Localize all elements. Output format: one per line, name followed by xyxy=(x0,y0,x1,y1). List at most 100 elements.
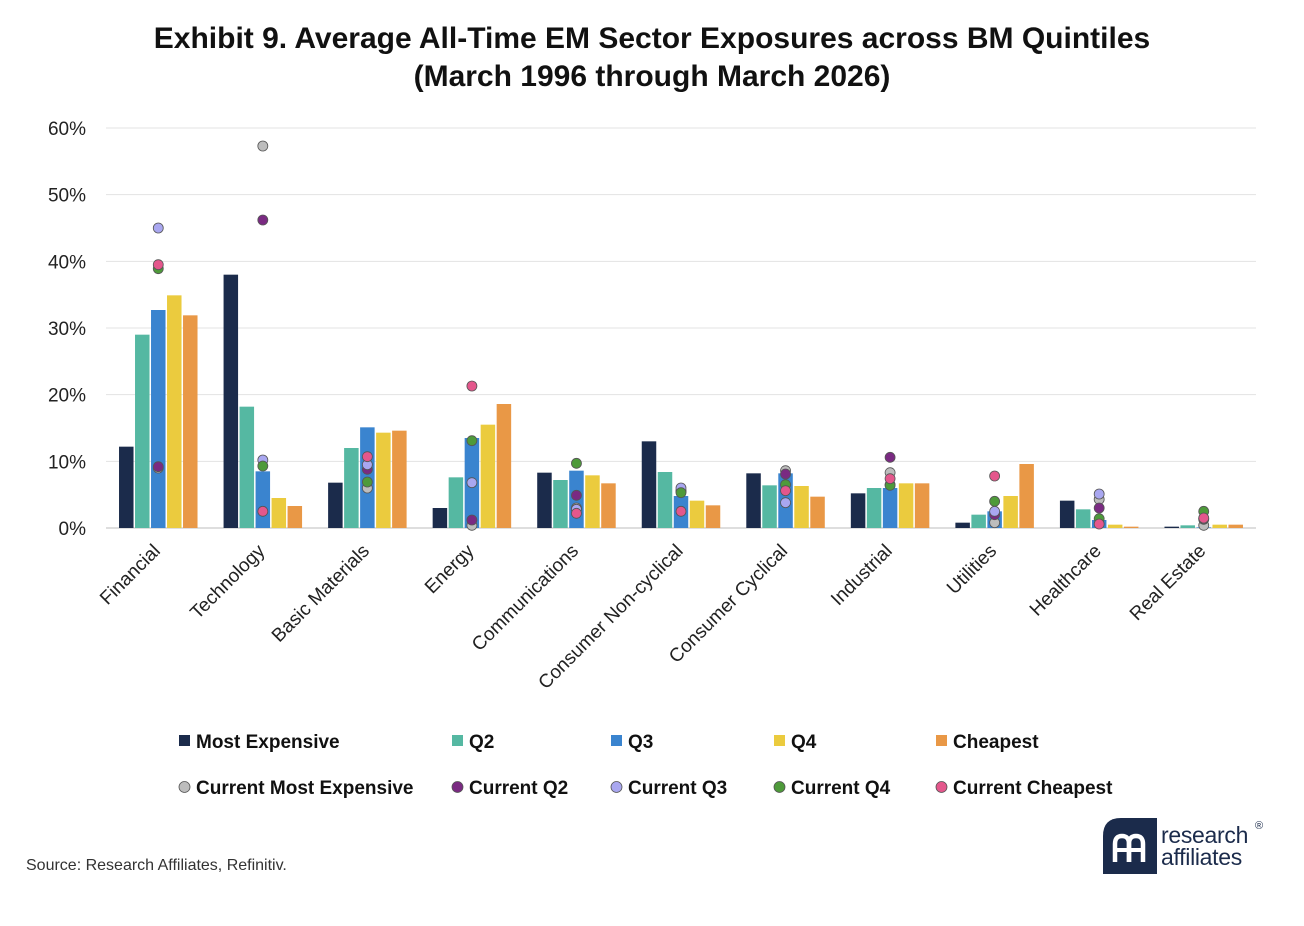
legend-label: Current Cheapest xyxy=(953,778,1113,799)
legend-marker xyxy=(178,781,191,793)
point-current-q2 xyxy=(1093,502,1105,514)
legend-label: Current Q2 xyxy=(469,778,568,799)
legend-label: Current Q4 xyxy=(791,778,891,799)
bar-most-expensive xyxy=(1164,526,1179,528)
bar-cheapest xyxy=(705,505,721,528)
legend-label: Q2 xyxy=(469,732,494,753)
point-current-q4 xyxy=(571,457,582,469)
bar-most-expensive xyxy=(1059,500,1075,528)
x-category-label: Industrial xyxy=(827,541,896,610)
bar-cheapest xyxy=(1228,524,1243,528)
source-note: Source: Research Affiliates, Refinitiv. xyxy=(26,857,287,874)
point-current-q2 xyxy=(571,489,582,501)
bar-cheapest xyxy=(287,506,303,528)
point-current-q3 xyxy=(152,222,164,234)
legend-label: Current Q3 xyxy=(628,778,727,799)
bar-cheapest xyxy=(392,430,407,528)
point-current-q2 xyxy=(780,468,791,480)
y-tick-label: 0% xyxy=(59,519,87,540)
y-tick-label: 10% xyxy=(48,452,86,473)
logo-text-affiliates: affiliates xyxy=(1161,844,1242,870)
bar-q4 xyxy=(1107,524,1123,528)
logo-mark-icon xyxy=(1103,818,1157,874)
legend-label: Most Expensive xyxy=(196,732,340,753)
point-current-q2 xyxy=(466,514,478,526)
legend-swatch xyxy=(452,735,463,746)
legend-marker xyxy=(451,781,464,793)
bar-q4 xyxy=(689,500,705,528)
legend-marker xyxy=(935,781,948,793)
bar-most-expensive xyxy=(955,522,970,528)
bar-q4 xyxy=(585,475,600,528)
point-current-cheapest xyxy=(989,470,1001,482)
point-current-q3 xyxy=(1093,488,1105,500)
x-category-label: Financial xyxy=(96,541,165,610)
bar-cheapest xyxy=(1019,464,1034,528)
legend-swatch xyxy=(611,735,622,746)
x-category-label: Technology xyxy=(187,540,270,623)
x-category-label: Real Estate xyxy=(1126,541,1210,625)
point-current-cheapest xyxy=(1198,512,1210,524)
logo-text-research: research xyxy=(1161,822,1249,848)
legend-label: Cheapest xyxy=(953,732,1039,753)
bar-q2 xyxy=(1075,509,1091,528)
x-category-label: Energy xyxy=(421,540,479,598)
point-current-cheapest xyxy=(466,380,478,392)
y-tick-label: 50% xyxy=(48,186,86,207)
bar-q2 xyxy=(1180,525,1195,528)
bar-q2 xyxy=(971,514,986,528)
point-current-most-expensive xyxy=(257,140,269,152)
y-tick-label: 20% xyxy=(48,386,86,407)
bar-q4 xyxy=(898,483,914,528)
point-current-q3 xyxy=(989,505,1001,517)
bar-q4 xyxy=(167,295,182,528)
point-current-cheapest xyxy=(884,473,896,485)
chart-title: Exhibit 9. Average All-Time EM Sector Ex… xyxy=(0,20,1304,96)
legend-marker xyxy=(773,781,786,793)
bar-most-expensive xyxy=(746,473,761,528)
point-current-cheapest xyxy=(257,505,269,517)
bar-q2 xyxy=(762,485,777,528)
bar-q2 xyxy=(657,472,673,528)
legend-swatch xyxy=(936,735,947,746)
chart-title-line1: Exhibit 9. Average All-Time EM Sector Ex… xyxy=(153,22,1151,55)
legend-label: Current Most Expensive xyxy=(196,778,414,799)
bar-cheapest xyxy=(496,404,512,528)
bar-q4 xyxy=(480,424,496,528)
legend-swatch xyxy=(179,735,190,746)
legend-swatch xyxy=(774,735,785,746)
x-category-label: Basic Materials xyxy=(268,541,374,647)
y-tick-label: 30% xyxy=(48,319,86,340)
y-tick-label: 40% xyxy=(48,252,86,273)
point-current-q4 xyxy=(361,476,373,488)
research-affiliates-logo: research ® affiliates xyxy=(1103,818,1283,878)
bar-chart: 0% 10% 20% 30% 40% 50% 60% Financial TechnologyB… xyxy=(48,119,1256,799)
bar-cheapest xyxy=(601,483,616,528)
bar-q2 xyxy=(344,448,359,528)
point-current-q4 xyxy=(466,435,478,447)
bar-q3 xyxy=(882,488,898,528)
bar-cheapest xyxy=(810,496,825,528)
bar-q2 xyxy=(448,477,464,528)
bar-q2 xyxy=(239,406,255,528)
point-current-cheapest xyxy=(152,259,164,271)
x-category-label: Utilities xyxy=(943,541,1001,599)
legend-label: Q3 xyxy=(628,732,653,753)
bar-cheapest xyxy=(914,483,930,528)
bar-q3 xyxy=(255,471,271,528)
point-current-q3 xyxy=(780,497,791,509)
point-current-q2 xyxy=(257,214,269,226)
point-current-q4 xyxy=(257,460,269,472)
bar-most-expensive xyxy=(119,446,134,528)
y-tick-label: 60% xyxy=(48,119,86,140)
bar-q2 xyxy=(135,334,150,528)
bar-most-expensive xyxy=(850,493,866,528)
point-current-q4 xyxy=(675,487,687,499)
bar-q4 xyxy=(794,486,809,528)
bar-q4 xyxy=(376,432,391,528)
x-category-label: Communications xyxy=(468,541,583,656)
bar-q4 xyxy=(271,498,287,528)
legend-marker xyxy=(610,781,623,793)
bar-cheapest xyxy=(1123,526,1139,528)
bar-q2 xyxy=(866,488,882,528)
